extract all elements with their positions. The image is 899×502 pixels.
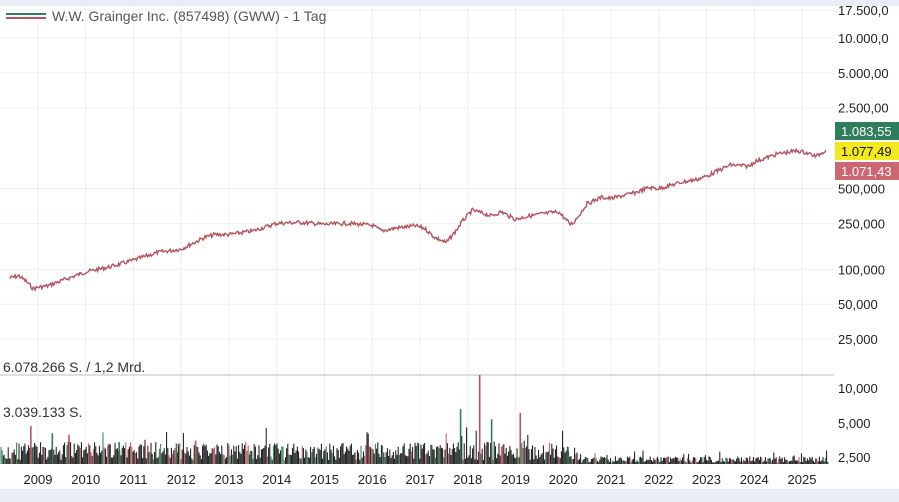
- time-axis-tick-label: 2022: [644, 472, 673, 487]
- chart-legend: W.W. Grainger Inc. (857498) (GWW) - 1 Ta…: [6, 8, 326, 24]
- volume-max-label: 6.078.266 S. / 1,2 Mrd.: [3, 359, 145, 375]
- legend-label: W.W. Grainger Inc. (857498) (GWW) - 1 Ta…: [52, 8, 326, 24]
- volume-axis-labels: 10,000 5,000 2,500: [838, 381, 878, 465]
- time-axis-tick-label: 2014: [262, 472, 291, 487]
- grid-lines: [0, 6, 834, 466]
- price-badge-low-background: [835, 162, 899, 180]
- time-axis-tick-label: 2012: [167, 472, 196, 487]
- volume-axis-tick-label: 2,500: [838, 450, 871, 465]
- time-axis-labels: 2009 2010 2011 2012 2013 2014 2015 2016 2017 2018…: [24, 472, 817, 487]
- time-axis-tick-label: 2017: [406, 472, 435, 487]
- time-axis-tick-label: 2010: [71, 472, 100, 487]
- price-badge-current-background: [835, 142, 899, 160]
- time-axis-tick-label: 2015: [310, 472, 339, 487]
- price-badge-low: 1.071,43: [835, 162, 899, 180]
- time-axis-tick-label: 2021: [597, 472, 626, 487]
- price-series-line: [9, 147, 827, 292]
- price-axis-tick-label: 250,000: [838, 216, 885, 231]
- price-axis-tick-label: 10.000,0: [838, 31, 889, 46]
- price-axis-tick-label: 17.500,0: [838, 3, 889, 18]
- volume-axis-tick-label: 5,000: [838, 416, 871, 431]
- price-axis-tick-label: 100,000: [838, 262, 885, 277]
- volume-bars: [0, 375, 829, 464]
- y-axis-background: [834, 6, 899, 489]
- time-axis-tick-label: 2009: [24, 472, 53, 487]
- time-axis-tick-label: 2016: [358, 472, 387, 487]
- price-badge-low-text: 1.071,43: [841, 164, 892, 179]
- time-axis-tick-label: 2011: [120, 472, 148, 487]
- price-axis-tick-label: 2.500,00: [838, 101, 889, 116]
- price-badge-current-text: 1.077,49: [841, 144, 892, 159]
- price-badge-current: 1.077,49: [835, 142, 899, 160]
- price-axis-tick-label: 25,000: [838, 332, 878, 347]
- price-axis-tick-label: 50,000: [838, 297, 878, 312]
- time-axis-tick-label: 2018: [453, 472, 482, 487]
- time-axis-tick-label: 2013: [215, 472, 244, 487]
- price-axis-tick-label: 500,000: [838, 182, 885, 197]
- volume-axis-tick-label: 10,000: [838, 381, 878, 396]
- time-axis-tick-label: 2020: [549, 472, 578, 487]
- price-badge-high-background: [835, 122, 899, 140]
- price-axis-labels: 17.500,0 10.000,0 5.000,00 2.500,00 500,000 2…: [838, 3, 889, 347]
- time-axis-tick-label: 2023: [692, 472, 721, 487]
- price-axis-tick-label: 5.000,00: [838, 66, 889, 81]
- time-axis-tick-label: 2025: [788, 472, 817, 487]
- chart-plot-background: [0, 6, 834, 489]
- price-badge-high: 1.083,55: [835, 122, 899, 140]
- time-axis-tick-label: 2024: [740, 472, 769, 487]
- price-badge-high-text: 1.083,55: [841, 124, 892, 139]
- time-axis-tick-label: 2019: [501, 472, 530, 487]
- volume-half-label: 3.039.133 S.: [3, 404, 82, 420]
